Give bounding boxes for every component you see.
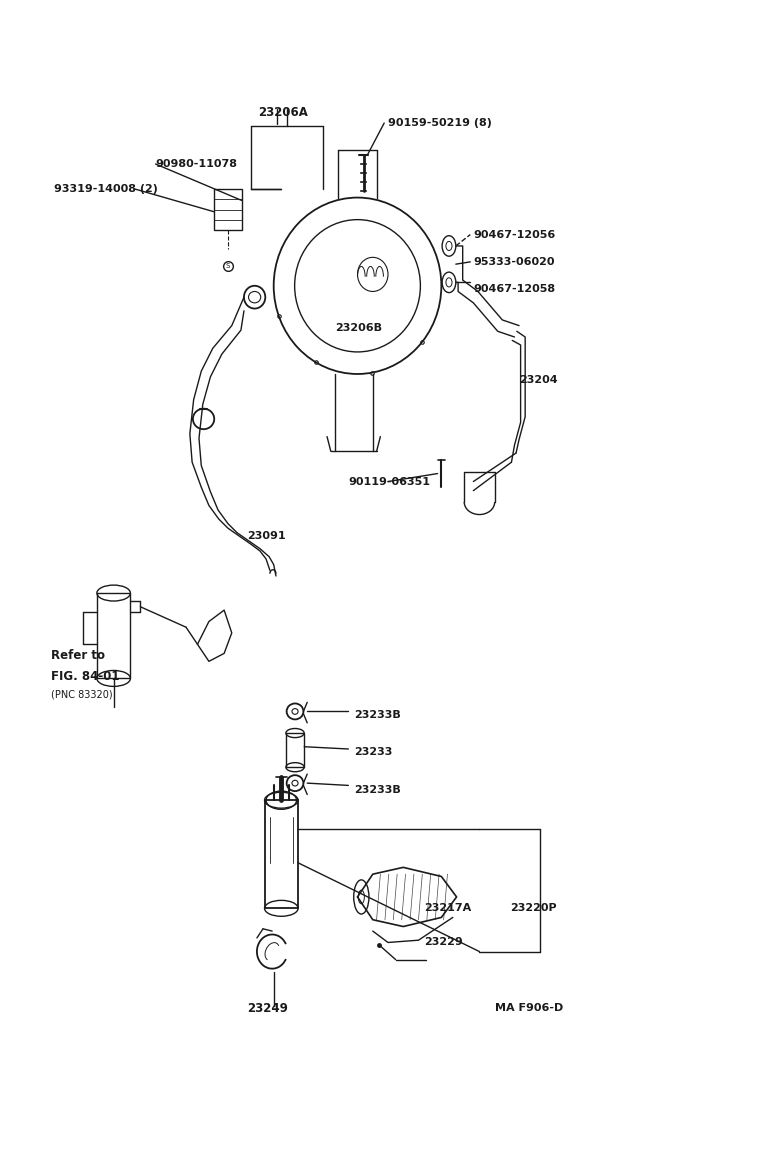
Text: 23229: 23229 <box>424 938 463 947</box>
Text: S: S <box>226 264 230 270</box>
Text: (PNC 83320): (PNC 83320) <box>51 689 113 699</box>
Text: 23204: 23204 <box>519 376 558 385</box>
Text: 23233B: 23233B <box>354 710 400 720</box>
Text: 23206B: 23206B <box>334 323 382 333</box>
Text: 90119-06351: 90119-06351 <box>348 477 431 486</box>
Text: FIG. 84-01: FIG. 84-01 <box>51 669 120 683</box>
Text: 23249: 23249 <box>247 1002 288 1015</box>
Text: 23091: 23091 <box>247 531 286 541</box>
Text: 90467-12056: 90467-12056 <box>473 229 556 240</box>
Text: 23233: 23233 <box>354 748 392 757</box>
Text: Refer to: Refer to <box>51 650 105 662</box>
Text: 90159-50219 (8): 90159-50219 (8) <box>388 118 492 128</box>
Text: 23206A: 23206A <box>258 106 308 120</box>
Text: 95333-06020: 95333-06020 <box>473 257 555 267</box>
Text: 90980-11078: 90980-11078 <box>155 159 237 169</box>
Text: 93319-14008 (2): 93319-14008 (2) <box>54 184 158 194</box>
Text: 23217A: 23217A <box>424 903 472 914</box>
Text: MA F906-D: MA F906-D <box>494 1003 563 1014</box>
Text: 90467-12058: 90467-12058 <box>473 285 556 294</box>
Text: 23233B: 23233B <box>354 785 400 795</box>
Text: 23220P: 23220P <box>510 903 556 914</box>
